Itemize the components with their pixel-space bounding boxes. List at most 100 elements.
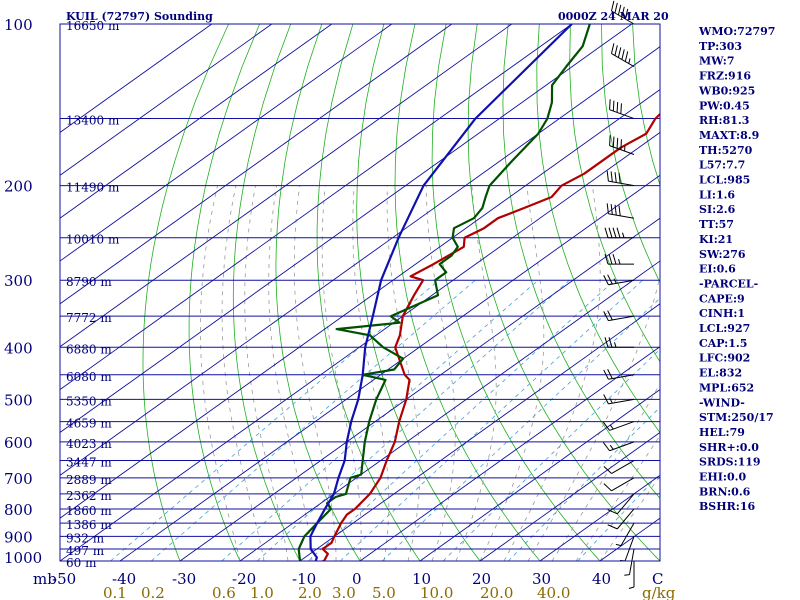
mixing-ratio-tick-label: 0.6 [212,584,236,600]
wind-barb [607,493,635,515]
stability-index-line: TH:5270 [699,144,753,157]
wind-barb [610,0,635,25]
wind-barb-layer [602,0,635,589]
stability-index-line: MPL:652 [699,381,754,394]
stability-index-line: CAPE:9 [699,292,745,305]
height-label: 5350 m [66,394,112,408]
stability-index-line: RH:81.3 [699,114,749,127]
height-label: 6880 m [66,342,112,356]
wind-barb [604,227,634,239]
temp-tick-label: 0 [352,570,362,588]
isotherm [479,431,660,561]
moist-adiabat [551,382,660,561]
stability-index-line: TP:303 [699,40,742,53]
height-label: 4023 m [66,437,112,451]
height-label: 2889 m [66,473,112,487]
stability-index-line: HEL:79 [699,426,745,439]
temp-tick-label: 10 [412,570,431,588]
isotherm [60,24,453,305]
height-label: 60 m [66,556,97,570]
pressure-tick-label: 100 [4,16,33,34]
stability-index-line: -PARCEL- [699,277,758,290]
isotherm [299,303,660,561]
temp-tick-label: -10 [292,570,316,588]
temp-unit-label: C [652,570,663,588]
isotherm [239,260,660,561]
wind-barb [602,441,635,452]
isotherm [60,24,633,433]
wind-barb [603,369,635,380]
height-label: 4659 m [66,417,112,431]
stability-index-line: SI:2.6 [699,203,736,216]
stability-index-line: WMO:72797 [698,25,775,38]
stability-index-line: SW:276 [699,248,746,261]
stability-index-line: SHR+:0.0 [699,441,759,454]
stability-index-line: LFC:902 [699,352,750,365]
height-label: 13400 m [66,114,120,128]
wind-barb [603,274,635,286]
sounding-time: 0000Z 24 MAR 20 [558,10,669,23]
stability-index-line: MAXT:8.9 [699,129,759,142]
pressure-tick-label: 800 [4,501,33,519]
temperature-line [319,112,660,561]
temp-tick-label: -20 [232,570,256,588]
parcel-path-line [309,24,573,561]
stability-index-line: PW:0.45 [699,99,750,112]
mixing-ratio-line [256,279,570,561]
pressure-tick-label: 500 [4,391,33,409]
mixing-ratio-unit-label: g/kg [642,584,676,600]
height-label: 3447 m [66,456,112,470]
mixing-ratio-tick-label: 10.0 [420,584,453,600]
temp-tick-label: -40 [112,570,136,588]
stability-index-line: MW:7 [699,55,735,68]
wind-barb [609,99,635,120]
height-label: 2362 m [66,489,112,503]
height-label: 10010 m [66,233,120,247]
stability-index-line: -WIND- [699,396,745,409]
dewpoint-line [297,24,591,561]
pressure-tick-label: 300 [4,272,33,290]
mixing-ratio-line [442,348,660,561]
wind-barb [603,310,635,322]
stability-index-line: STM:250/17 [699,411,774,424]
stability-index-line: LCL:927 [699,322,750,335]
pressure-tick-label: 1000 [4,549,42,567]
stability-index-line: TT:57 [699,218,734,231]
wind-barb [603,477,635,492]
wind-barb [603,460,635,474]
wind-barb [606,203,635,219]
height-label: 8790 m [66,275,112,289]
station-title: KUIL (72797) Sounding [66,10,213,23]
pressure-unit-label: mb [33,570,57,588]
stability-index-line: SRDS:119 [699,456,761,469]
stability-index-line: LI:1.6 [699,188,735,201]
isotherm [60,24,513,348]
stability-index-line: LCL:985 [699,174,750,187]
mixing-ratio-tick-label: 2.0 [298,584,322,600]
pressure-tick-label: 600 [4,434,33,452]
height-label: 932 m [66,531,105,545]
grid-layer [60,24,660,561]
pressure-tick-label: 900 [4,528,33,546]
mixing-ratio-tick-label: 3.0 [332,584,356,600]
stability-index-line: EHI:0.0 [699,471,746,484]
mixing-ratio-tick-label: 0.1 [103,584,127,600]
isotherm [359,346,660,561]
height-label: 1860 m [66,504,112,518]
isotherm [60,24,393,262]
isotherm [179,217,660,561]
wind-barb [610,43,635,67]
mixing-ratio-tick-label: 40.0 [537,584,570,600]
pressure-tick-label: 400 [4,339,33,357]
trace-layer [297,24,660,561]
isotherm [60,24,333,219]
stability-index-line: L57:7.7 [699,159,745,172]
isotherm [60,24,213,133]
temp-tick-label: 30 [532,570,551,588]
wind-barb [602,421,635,431]
stability-index-line: BSHR:16 [699,500,755,513]
wind-barb [604,337,634,348]
height-label: 497 m [66,544,105,558]
